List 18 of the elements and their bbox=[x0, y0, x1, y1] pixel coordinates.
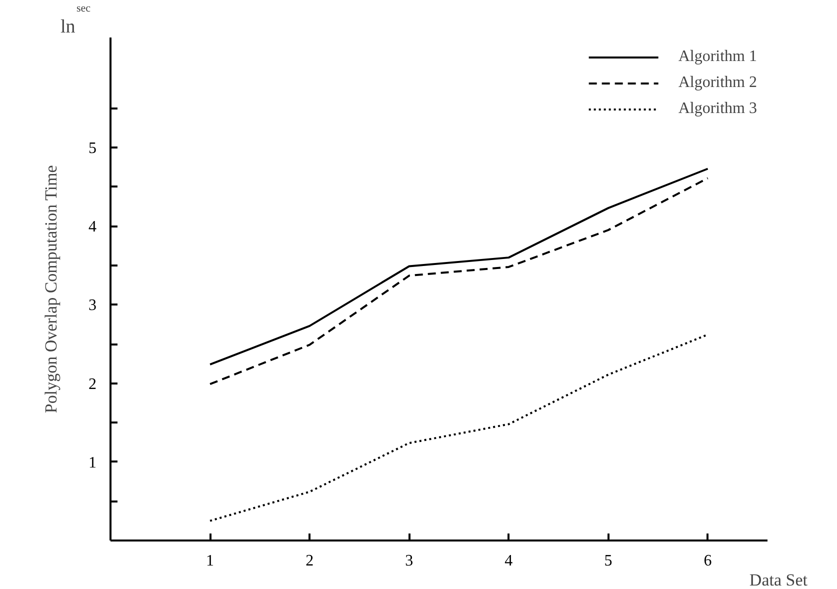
y-tick-label: 5 bbox=[88, 140, 96, 158]
x-tick-label: 5 bbox=[604, 552, 612, 570]
y-axis-title: Polygon Overlap Computation Time bbox=[42, 165, 60, 414]
x-tick-label: 4 bbox=[504, 552, 513, 570]
y-tick-label: 4 bbox=[88, 218, 96, 236]
x-axis-title: Data Set bbox=[749, 570, 808, 589]
y-tick-label: 2 bbox=[88, 376, 96, 393]
legend-label: Algorithm 1 bbox=[678, 48, 757, 66]
y-tick-label: 3 bbox=[88, 297, 96, 314]
x-tick-label: 2 bbox=[306, 552, 314, 570]
x-tick-label: 1 bbox=[206, 552, 214, 570]
x-tick-label: 6 bbox=[704, 552, 712, 570]
legend-label: Algorithm 3 bbox=[678, 100, 757, 118]
y-tick-label: 1 bbox=[88, 454, 96, 472]
line-series bbox=[209, 334, 709, 522]
text: lnsec bbox=[60, 2, 91, 38]
x-tick-label: 3 bbox=[405, 552, 414, 570]
legend-label: Algorithm 2 bbox=[678, 74, 757, 92]
